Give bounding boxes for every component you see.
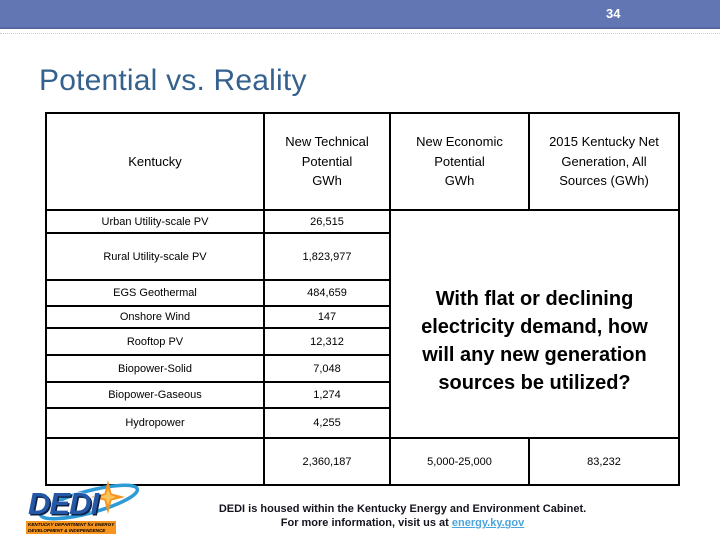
total-technical: 2,360,187 bbox=[263, 437, 391, 486]
technical-value: 484,659 bbox=[263, 279, 391, 307]
footer-line2: For more information, visit us at energy… bbox=[130, 516, 675, 530]
logo-wordmark: DEDI bbox=[28, 486, 99, 521]
technical-value: 1,274 bbox=[263, 381, 391, 409]
total-economic: 5,000-25,000 bbox=[389, 437, 530, 486]
technical-value: 4,255 bbox=[263, 407, 391, 439]
column-header-kentucky: Kentucky bbox=[45, 112, 265, 211]
footer-line2-text: For more information, visit us at bbox=[280, 517, 452, 530]
table-row: Rural Utility-scale PV 1,823,977 bbox=[45, 232, 679, 281]
table-row: Rooftop PV 12,312 bbox=[45, 327, 679, 356]
row-label: Biopower-Solid bbox=[45, 354, 265, 383]
technical-value: 1,823,977 bbox=[263, 232, 391, 281]
energy-ky-gov-link[interactable]: energy.ky.gov bbox=[451, 517, 525, 530]
column-header-economic: New Economic Potential GWh bbox=[389, 112, 530, 211]
table-row: Biopower-Solid 7,048 bbox=[45, 354, 679, 383]
column-header-net-generation: 2015 Kentucky Net Generation, All Source… bbox=[528, 112, 680, 211]
row-label: Biopower-Gaseous bbox=[45, 381, 265, 409]
page-number: 34 bbox=[606, 6, 621, 21]
potential-table: Kentucky New Technical Potential GWh New… bbox=[45, 112, 680, 486]
technical-value: 26,515 bbox=[263, 209, 391, 234]
technical-value: 12,312 bbox=[263, 327, 391, 356]
total-net-generation: 83,232 bbox=[528, 437, 680, 486]
logo-tagline-line2: DEVELOPMENT & INDEPENDENCE bbox=[28, 527, 106, 533]
banner-divider bbox=[0, 33, 720, 34]
table-row: EGS Geothermal 484,659 bbox=[45, 279, 679, 307]
technical-value: 147 bbox=[263, 305, 391, 329]
row-label: EGS Geothermal bbox=[45, 279, 265, 307]
slide-title: Potential vs. Reality bbox=[39, 64, 307, 97]
dedi-logo: DEDI KENTUCKY DEPARTMENT for ENERGY DEVE… bbox=[22, 478, 154, 540]
totals-empty-cell bbox=[45, 437, 265, 486]
header-row: Kentucky New Technical Potential GWh New… bbox=[45, 112, 680, 211]
totals-row: 2,360,187 5,000-25,000 83,232 bbox=[45, 437, 680, 486]
logo-orbit-star-icon bbox=[38, 480, 140, 521]
row-label: Hydropower bbox=[45, 407, 265, 439]
table-row: Urban Utility-scale PV 26,515 With flat … bbox=[45, 209, 680, 439]
table-row: Hydropower 4,255 bbox=[45, 407, 679, 439]
logo-tagline-line1: KENTUCKY DEPARTMENT for ENERGY bbox=[28, 522, 115, 527]
table-row: Biopower-Gaseous 1,274 bbox=[45, 381, 679, 409]
top-banner: 34 bbox=[0, 0, 720, 29]
column-header-technical: New Technical Potential GWh bbox=[263, 112, 391, 211]
footer-line1: DEDI is housed within the Kentucky Energ… bbox=[218, 503, 587, 515]
logo-tagline: KENTUCKY DEPARTMENT for ENERGY DEVELOPME… bbox=[26, 521, 117, 534]
technical-value: 7,048 bbox=[263, 354, 391, 383]
footer: DEDI is housed within the Kentucky Energ… bbox=[130, 502, 675, 531]
row-label: Rooftop PV bbox=[45, 327, 265, 356]
row-label: Onshore Wind bbox=[45, 305, 265, 329]
row-label: Urban Utility-scale PV bbox=[45, 209, 265, 234]
question-overlay: With flat or declining electricity deman… bbox=[389, 209, 680, 439]
table-row: Onshore Wind 147 bbox=[45, 305, 679, 329]
row-label: Rural Utility-scale PV bbox=[45, 232, 265, 281]
